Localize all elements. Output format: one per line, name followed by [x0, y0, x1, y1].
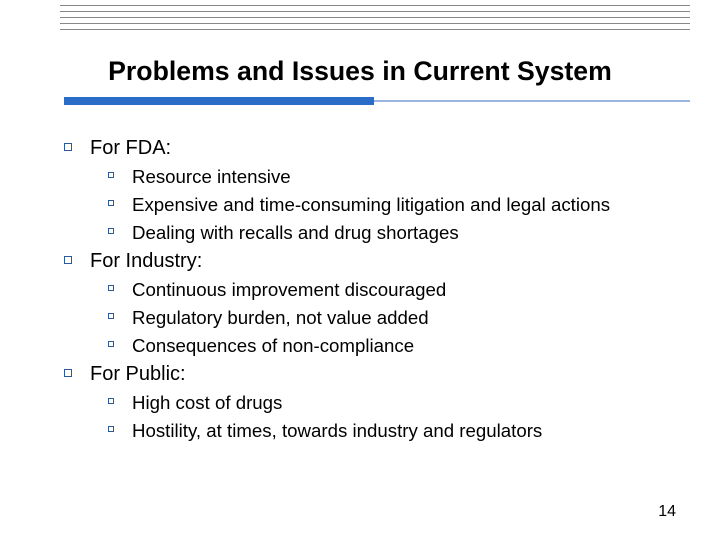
list-item-text: Consequences of non-compliance — [132, 335, 414, 357]
list-item: Consequences of non-compliance — [108, 335, 690, 357]
section: For Public: High cost of drugs Hostility… — [64, 363, 690, 442]
list-item: High cost of drugs — [108, 392, 690, 414]
accent-bar-wrap — [0, 97, 720, 109]
section-heading-row: For FDA: — [64, 137, 690, 160]
square-bullet-icon — [108, 200, 114, 206]
top-rules — [0, 5, 720, 30]
list-item: Resource intensive — [108, 166, 690, 188]
section-heading-row: For Public: — [64, 363, 690, 386]
section: For FDA: Resource intensive Expensive an… — [64, 137, 690, 244]
list-item-text: Resource intensive — [132, 166, 291, 188]
list-item-text: Hostility, at times, towards industry an… — [132, 420, 542, 442]
list-item: Regulatory burden, not value added — [108, 307, 690, 329]
list-item: Dealing with recalls and drug shortages — [108, 222, 690, 244]
rule-line — [60, 23, 690, 24]
slide: Problems and Issues in Current System Fo… — [0, 5, 720, 545]
slide-title: Problems and Issues in Current System — [0, 56, 720, 87]
list-item-text: Dealing with recalls and drug shortages — [132, 222, 459, 244]
list-item: Hostility, at times, towards industry an… — [108, 420, 690, 442]
rule-line — [60, 11, 690, 12]
page-number: 14 — [658, 503, 676, 521]
section: For Industry: Continuous improvement dis… — [64, 250, 690, 357]
square-bullet-icon — [108, 285, 114, 291]
section-heading: For Public: — [90, 363, 186, 386]
list-item-text: Regulatory burden, not value added — [132, 307, 429, 329]
list-item: Expensive and time-consuming litigation … — [108, 194, 690, 216]
rule-line — [60, 17, 690, 18]
square-bullet-icon — [108, 313, 114, 319]
section-heading: For Industry: — [90, 250, 202, 273]
square-bullet-icon — [108, 398, 114, 404]
rule-line — [60, 29, 690, 30]
square-bullet-icon — [64, 143, 72, 151]
list-item-text: High cost of drugs — [132, 392, 282, 414]
list-item: Continuous improvement discouraged — [108, 279, 690, 301]
square-bullet-icon — [108, 228, 114, 234]
section-heading: For FDA: — [90, 137, 171, 160]
square-bullet-icon — [108, 426, 114, 432]
section-heading-row: For Industry: — [64, 250, 690, 273]
square-bullet-icon — [64, 256, 72, 264]
accent-bar-trail — [374, 100, 690, 102]
content: For FDA: Resource intensive Expensive an… — [0, 137, 720, 442]
list-item-text: Expensive and time-consuming litigation … — [132, 194, 610, 216]
square-bullet-icon — [108, 341, 114, 347]
square-bullet-icon — [64, 369, 72, 377]
square-bullet-icon — [108, 172, 114, 178]
list-item-text: Continuous improvement discouraged — [132, 279, 446, 301]
rule-line — [60, 5, 690, 6]
accent-bar — [64, 97, 374, 105]
